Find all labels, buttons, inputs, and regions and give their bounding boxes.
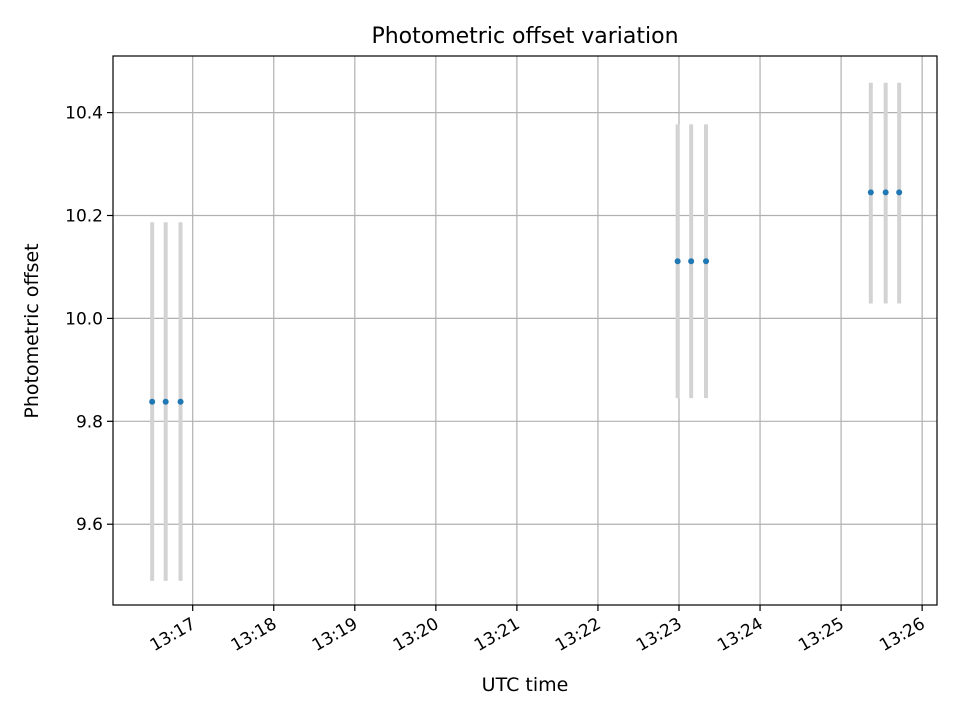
data-point: [674, 258, 681, 265]
point-layer: [149, 189, 903, 405]
data-point: [688, 258, 695, 265]
data-point: [896, 189, 903, 196]
data-point: [149, 398, 156, 405]
y-axis-label: Photometric offset: [21, 243, 43, 418]
plot-frame: [112, 55, 938, 606]
y-tick-label: 9.8: [76, 412, 103, 432]
y-tick-label: 10.2: [65, 207, 103, 227]
y-tick-label: 10.4: [65, 104, 103, 124]
y-tick-label: 10.0: [65, 309, 103, 329]
data-point: [703, 258, 710, 265]
chart-title: Photometric offset variation: [371, 24, 678, 49]
data-point: [867, 189, 874, 196]
data-point: [882, 189, 889, 196]
grid-layer: [113, 56, 937, 605]
x-axis-label: UTC time: [482, 674, 569, 696]
data-point: [177, 398, 184, 405]
data-point: [162, 398, 169, 405]
y-tick-label: 9.6: [76, 515, 103, 535]
